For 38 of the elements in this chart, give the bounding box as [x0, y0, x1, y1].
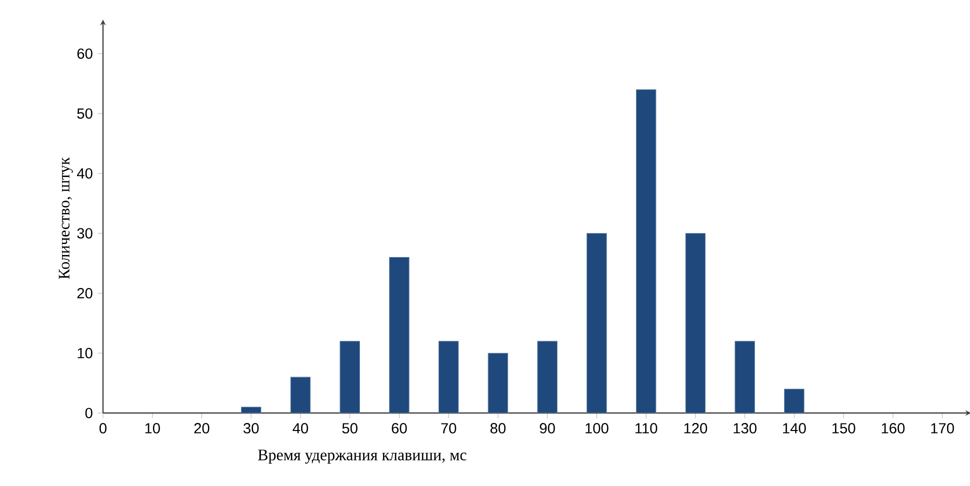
bar — [389, 256, 410, 413]
x-tick-label: 20 — [194, 423, 210, 434]
y-tick-label: 10 — [78, 348, 92, 358]
y-tick-label: 60 — [77, 48, 92, 59]
bar — [537, 340, 558, 413]
x-tick-label: 160 — [882, 423, 905, 434]
x-tick-label: 140 — [783, 423, 806, 434]
x-tick-label: 10 — [145, 423, 160, 434]
bar — [438, 340, 459, 413]
x-tick-label: 170 — [931, 423, 954, 434]
x-tick-label: 30 — [244, 423, 259, 434]
x-tick-label: 40 — [292, 423, 308, 434]
x-tick-label: 130 — [734, 423, 756, 434]
x-tick-label: 70 — [441, 423, 456, 434]
x-tick-label: 150 — [832, 423, 856, 434]
bar — [685, 233, 706, 413]
y-axis-title: Количество, штук — [58, 157, 73, 279]
bar — [290, 376, 311, 413]
x-tick-label: 60 — [392, 423, 407, 434]
y-tick-label: 0 — [85, 408, 92, 418]
x-tick-label: 80 — [490, 423, 506, 434]
x-tick-label: 110 — [636, 423, 658, 434]
x-tick-label: 0 — [99, 423, 106, 434]
x-tick-label: 120 — [684, 423, 708, 434]
bar — [734, 340, 755, 413]
y-tick-label: 50 — [77, 108, 92, 119]
y-tick-label: 30 — [77, 228, 92, 239]
bar — [784, 388, 804, 413]
x-tick-label: 100 — [586, 423, 608, 434]
bar — [636, 89, 656, 413]
bar — [488, 352, 508, 413]
y-tick-label: 20 — [77, 288, 92, 298]
y-tick-label: 40 — [76, 168, 92, 179]
bar — [586, 233, 607, 413]
x-tick-label: 90 — [540, 423, 555, 434]
x-tick-label: 50 — [342, 423, 358, 434]
bar — [340, 340, 360, 413]
x-axis-title: Время удержания клавиши, мс — [258, 450, 466, 464]
